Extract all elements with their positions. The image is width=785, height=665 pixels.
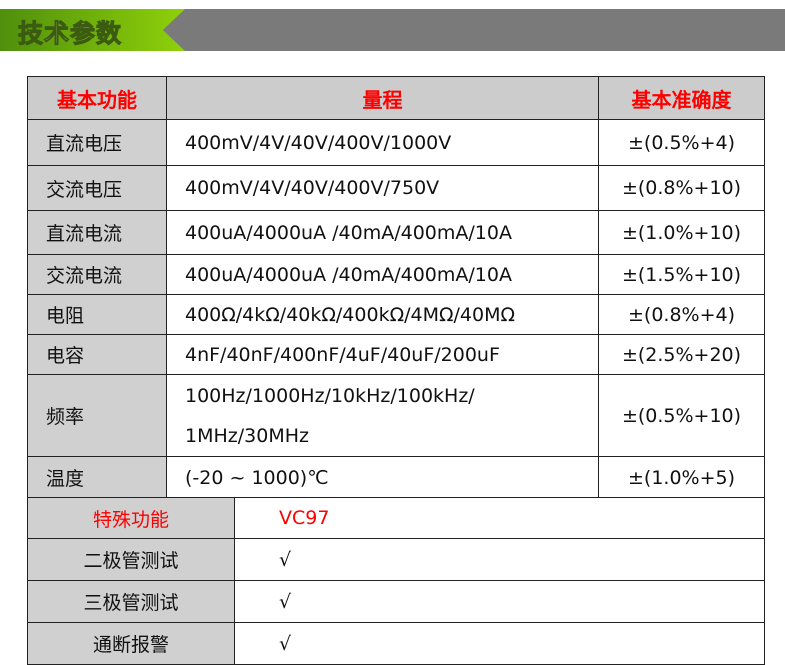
special-row: 三极管测试 √ bbox=[27, 580, 765, 623]
function-cell: 直流电流 bbox=[27, 210, 167, 255]
special-header-row: 特殊功能 VC97 bbox=[27, 497, 765, 539]
function-cell: 频率 bbox=[27, 374, 167, 457]
model-name: VC97 bbox=[234, 497, 765, 539]
table-row: 交流电压 400mV/4V/40V/400V/750V ±(0.8%+10) bbox=[27, 165, 765, 211]
special-function: 二极管测试 bbox=[27, 538, 235, 581]
table-row: 直流电流 400uA/4000uA /40mA/400mA/10A ±(1.0%… bbox=[27, 210, 765, 255]
special-functions-table: 特殊功能 VC97 二极管测试 √ 三极管测试 √ 通断报警 √ bbox=[27, 497, 765, 665]
table-row: 电容 4nF/40nF/400nF/4uF/40uF/200uF ±(2.5%+… bbox=[27, 334, 765, 375]
table-row: 交流电流 400uA/4000uA /40mA/400mA/10A ±(1.5%… bbox=[27, 254, 765, 295]
accuracy-cell: ±(0.8%+4) bbox=[598, 294, 765, 335]
banner-green-tab bbox=[0, 9, 185, 51]
section-banner: 技术参数 bbox=[0, 9, 785, 51]
range-line-2: 1MHz/30MHz bbox=[185, 424, 309, 447]
table-row: 温度 (-20 ~ 1000)℃ ±(1.0%+5) bbox=[27, 456, 765, 499]
header-range: 量程 bbox=[166, 76, 599, 120]
special-row: 通断报警 √ bbox=[27, 622, 765, 665]
section-title: 技术参数 bbox=[17, 19, 123, 49]
check-mark: √ bbox=[234, 622, 765, 665]
special-function: 三极管测试 bbox=[27, 580, 235, 623]
function-cell: 电容 bbox=[27, 334, 167, 375]
table-row: 频率 100Hz/1000Hz/10kHz/100kHz/1MHz/30MHz … bbox=[27, 374, 765, 457]
range-cell: 400mV/4V/40V/400V/1000V bbox=[166, 119, 599, 166]
table-header-row: 基本功能 量程 基本准确度 bbox=[27, 76, 765, 120]
check-mark: √ bbox=[234, 538, 765, 581]
accuracy-cell: ±(1.0%+5) bbox=[598, 456, 765, 499]
table-row: 电阻 400Ω/4kΩ/40kΩ/400kΩ/4MΩ/40MΩ ±(0.8%+4… bbox=[27, 294, 765, 335]
check-mark: √ bbox=[234, 580, 765, 623]
range-cell: 400uA/4000uA /40mA/400mA/10A bbox=[166, 210, 599, 255]
range-cell: 400Ω/4kΩ/40kΩ/400kΩ/4MΩ/40MΩ bbox=[166, 294, 599, 335]
special-function: 通断报警 bbox=[27, 622, 235, 665]
range-cell: 400mV/4V/40V/400V/750V bbox=[166, 165, 599, 211]
accuracy-cell: ±(0.5%+4) bbox=[598, 119, 765, 166]
function-cell: 温度 bbox=[27, 456, 167, 499]
header-accuracy: 基本准确度 bbox=[598, 76, 765, 120]
header-function: 基本功能 bbox=[27, 76, 167, 120]
range-line-1: 100Hz/1000Hz/10kHz/100kHz/ bbox=[185, 384, 475, 407]
accuracy-cell: ±(2.5%+20) bbox=[598, 334, 765, 375]
range-cell: 4nF/40nF/400nF/4uF/40uF/200uF bbox=[166, 334, 599, 375]
spec-table: 基本功能 量程 基本准确度 直流电压 400mV/4V/40V/400V/100… bbox=[27, 76, 765, 499]
accuracy-cell: ±(0.8%+10) bbox=[598, 165, 765, 211]
special-row: 二极管测试 √ bbox=[27, 538, 765, 581]
accuracy-cell: ±(0.5%+10) bbox=[598, 374, 765, 457]
range-cell: 100Hz/1000Hz/10kHz/100kHz/1MHz/30MHz bbox=[166, 374, 599, 457]
range-cell: (-20 ~ 1000)℃ bbox=[166, 456, 599, 499]
banner-grey-bar bbox=[160, 9, 785, 51]
range-cell: 400uA/4000uA /40mA/400mA/10A bbox=[166, 254, 599, 295]
accuracy-cell: ±(1.5%+10) bbox=[598, 254, 765, 295]
function-cell: 直流电压 bbox=[27, 119, 167, 166]
function-cell: 交流电压 bbox=[27, 165, 167, 211]
function-cell: 电阻 bbox=[27, 294, 167, 335]
accuracy-cell: ±(1.0%+10) bbox=[598, 210, 765, 255]
special-header: 特殊功能 bbox=[27, 497, 235, 539]
function-cell: 交流电流 bbox=[27, 254, 167, 295]
table-row: 直流电压 400mV/4V/40V/400V/1000V ±(0.5%+4) bbox=[27, 119, 765, 166]
